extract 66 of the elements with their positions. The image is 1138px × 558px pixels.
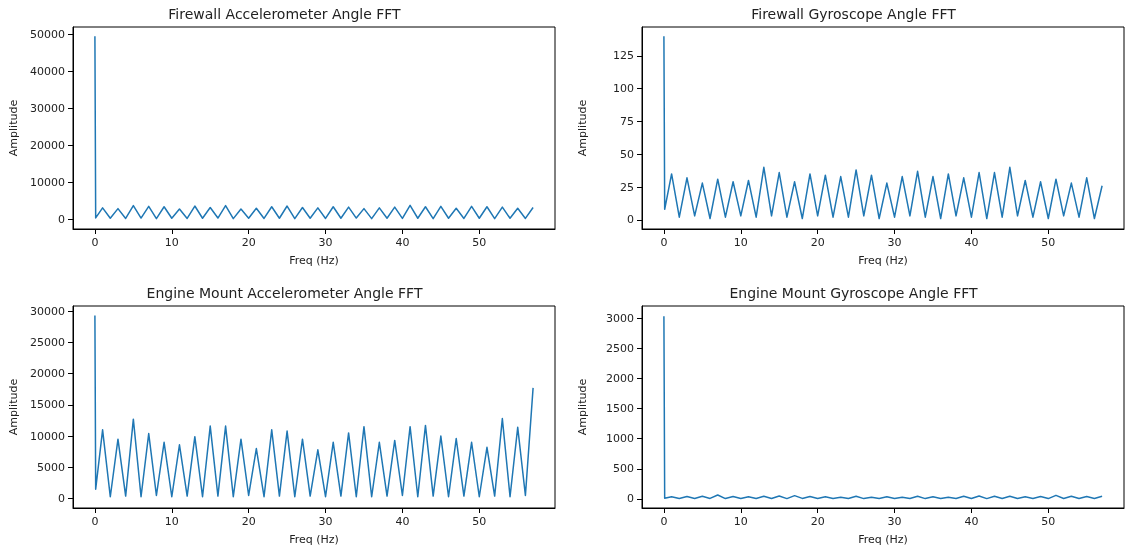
- y-tick-label: 25000: [30, 335, 65, 349]
- chart-title: Engine Mount Accelerometer Angle FFT: [146, 285, 423, 301]
- x-axis-title: Freq (Hz): [858, 533, 908, 546]
- x-tick-label: 50: [472, 515, 487, 528]
- x-tick-label: 0: [91, 515, 99, 528]
- x-tick-label: 50: [472, 236, 487, 249]
- y-tick-label: 30000: [30, 102, 65, 116]
- x-tick-label: 40: [964, 236, 979, 249]
- x-tick-label: 40: [395, 515, 410, 528]
- x-axis-title: Freq (Hz): [289, 533, 339, 546]
- y-tick-label: 50000: [30, 27, 65, 41]
- line-series: [663, 315, 1103, 500]
- y-axis-title: Amplitude: [7, 99, 20, 157]
- x-tick-label: 30: [887, 236, 902, 249]
- y-tick-label: 0: [58, 492, 65, 506]
- y-tick-label: 2000: [606, 371, 634, 385]
- x-tick-label: 30: [318, 236, 333, 249]
- y-axis-title: Amplitude: [576, 378, 589, 436]
- chart-title: Firewall Gyroscope Angle FFT: [751, 6, 957, 22]
- line-series: [94, 314, 534, 498]
- x-tick-label: 10: [164, 515, 179, 528]
- y-tick-label: 1000: [606, 432, 634, 446]
- chart-title: Engine Mount Gyroscope Angle FFT: [729, 285, 978, 301]
- y-tick-label: 20000: [30, 139, 65, 153]
- y-tick-label: 5000: [37, 460, 65, 474]
- x-tick-label: 0: [91, 236, 99, 249]
- y-axis-title: Amplitude: [7, 378, 20, 436]
- y-tick-label: 15000: [30, 398, 65, 412]
- x-axis-title: Freq (Hz): [289, 254, 339, 267]
- x-tick-label: 20: [241, 515, 256, 528]
- y-tick-label: 1500: [606, 402, 634, 416]
- line-series: [94, 35, 534, 220]
- x-axis-title: Freq (Hz): [858, 254, 908, 267]
- x-tick-label: 30: [887, 515, 902, 528]
- x-tick-label: 10: [733, 515, 748, 528]
- y-tick-label: 125: [613, 49, 634, 63]
- y-tick-label: 3000: [606, 311, 634, 325]
- x-tick-label: 50: [1041, 515, 1056, 528]
- y-axis-title: Amplitude: [576, 99, 589, 157]
- y-tick-label: 0: [58, 213, 65, 227]
- y-tick-label: 25: [620, 180, 634, 194]
- x-tick-label: 10: [733, 236, 748, 249]
- y-tick-label: 30000: [30, 304, 65, 318]
- y-tick-label: 20000: [30, 367, 65, 381]
- x-tick-label: 20: [810, 236, 825, 249]
- x-tick-label: 40: [964, 515, 979, 528]
- y-tick-label: 40000: [30, 64, 65, 78]
- y-tick-label: 0: [627, 492, 634, 506]
- x-tick-label: 0: [660, 236, 668, 249]
- x-tick-label: 40: [395, 236, 410, 249]
- x-tick-label: 50: [1041, 236, 1056, 249]
- y-tick-label: 0: [627, 213, 634, 227]
- y-tick-label: 10000: [30, 176, 65, 190]
- x-tick-label: 20: [810, 515, 825, 528]
- y-tick-label: 2500: [606, 341, 634, 355]
- y-tick-label: 50: [620, 147, 634, 161]
- x-tick-label: 20: [241, 236, 256, 249]
- y-tick-label: 10000: [30, 429, 65, 443]
- chart-title: Firewall Accelerometer Angle FFT: [168, 6, 402, 22]
- x-tick-label: 0: [660, 515, 668, 528]
- y-tick-label: 100: [613, 82, 634, 96]
- y-tick-label: 75: [620, 114, 634, 128]
- y-tick-label: 500: [613, 462, 634, 476]
- line-series: [663, 35, 1103, 220]
- x-tick-label: 30: [318, 515, 333, 528]
- x-tick-label: 10: [164, 236, 179, 249]
